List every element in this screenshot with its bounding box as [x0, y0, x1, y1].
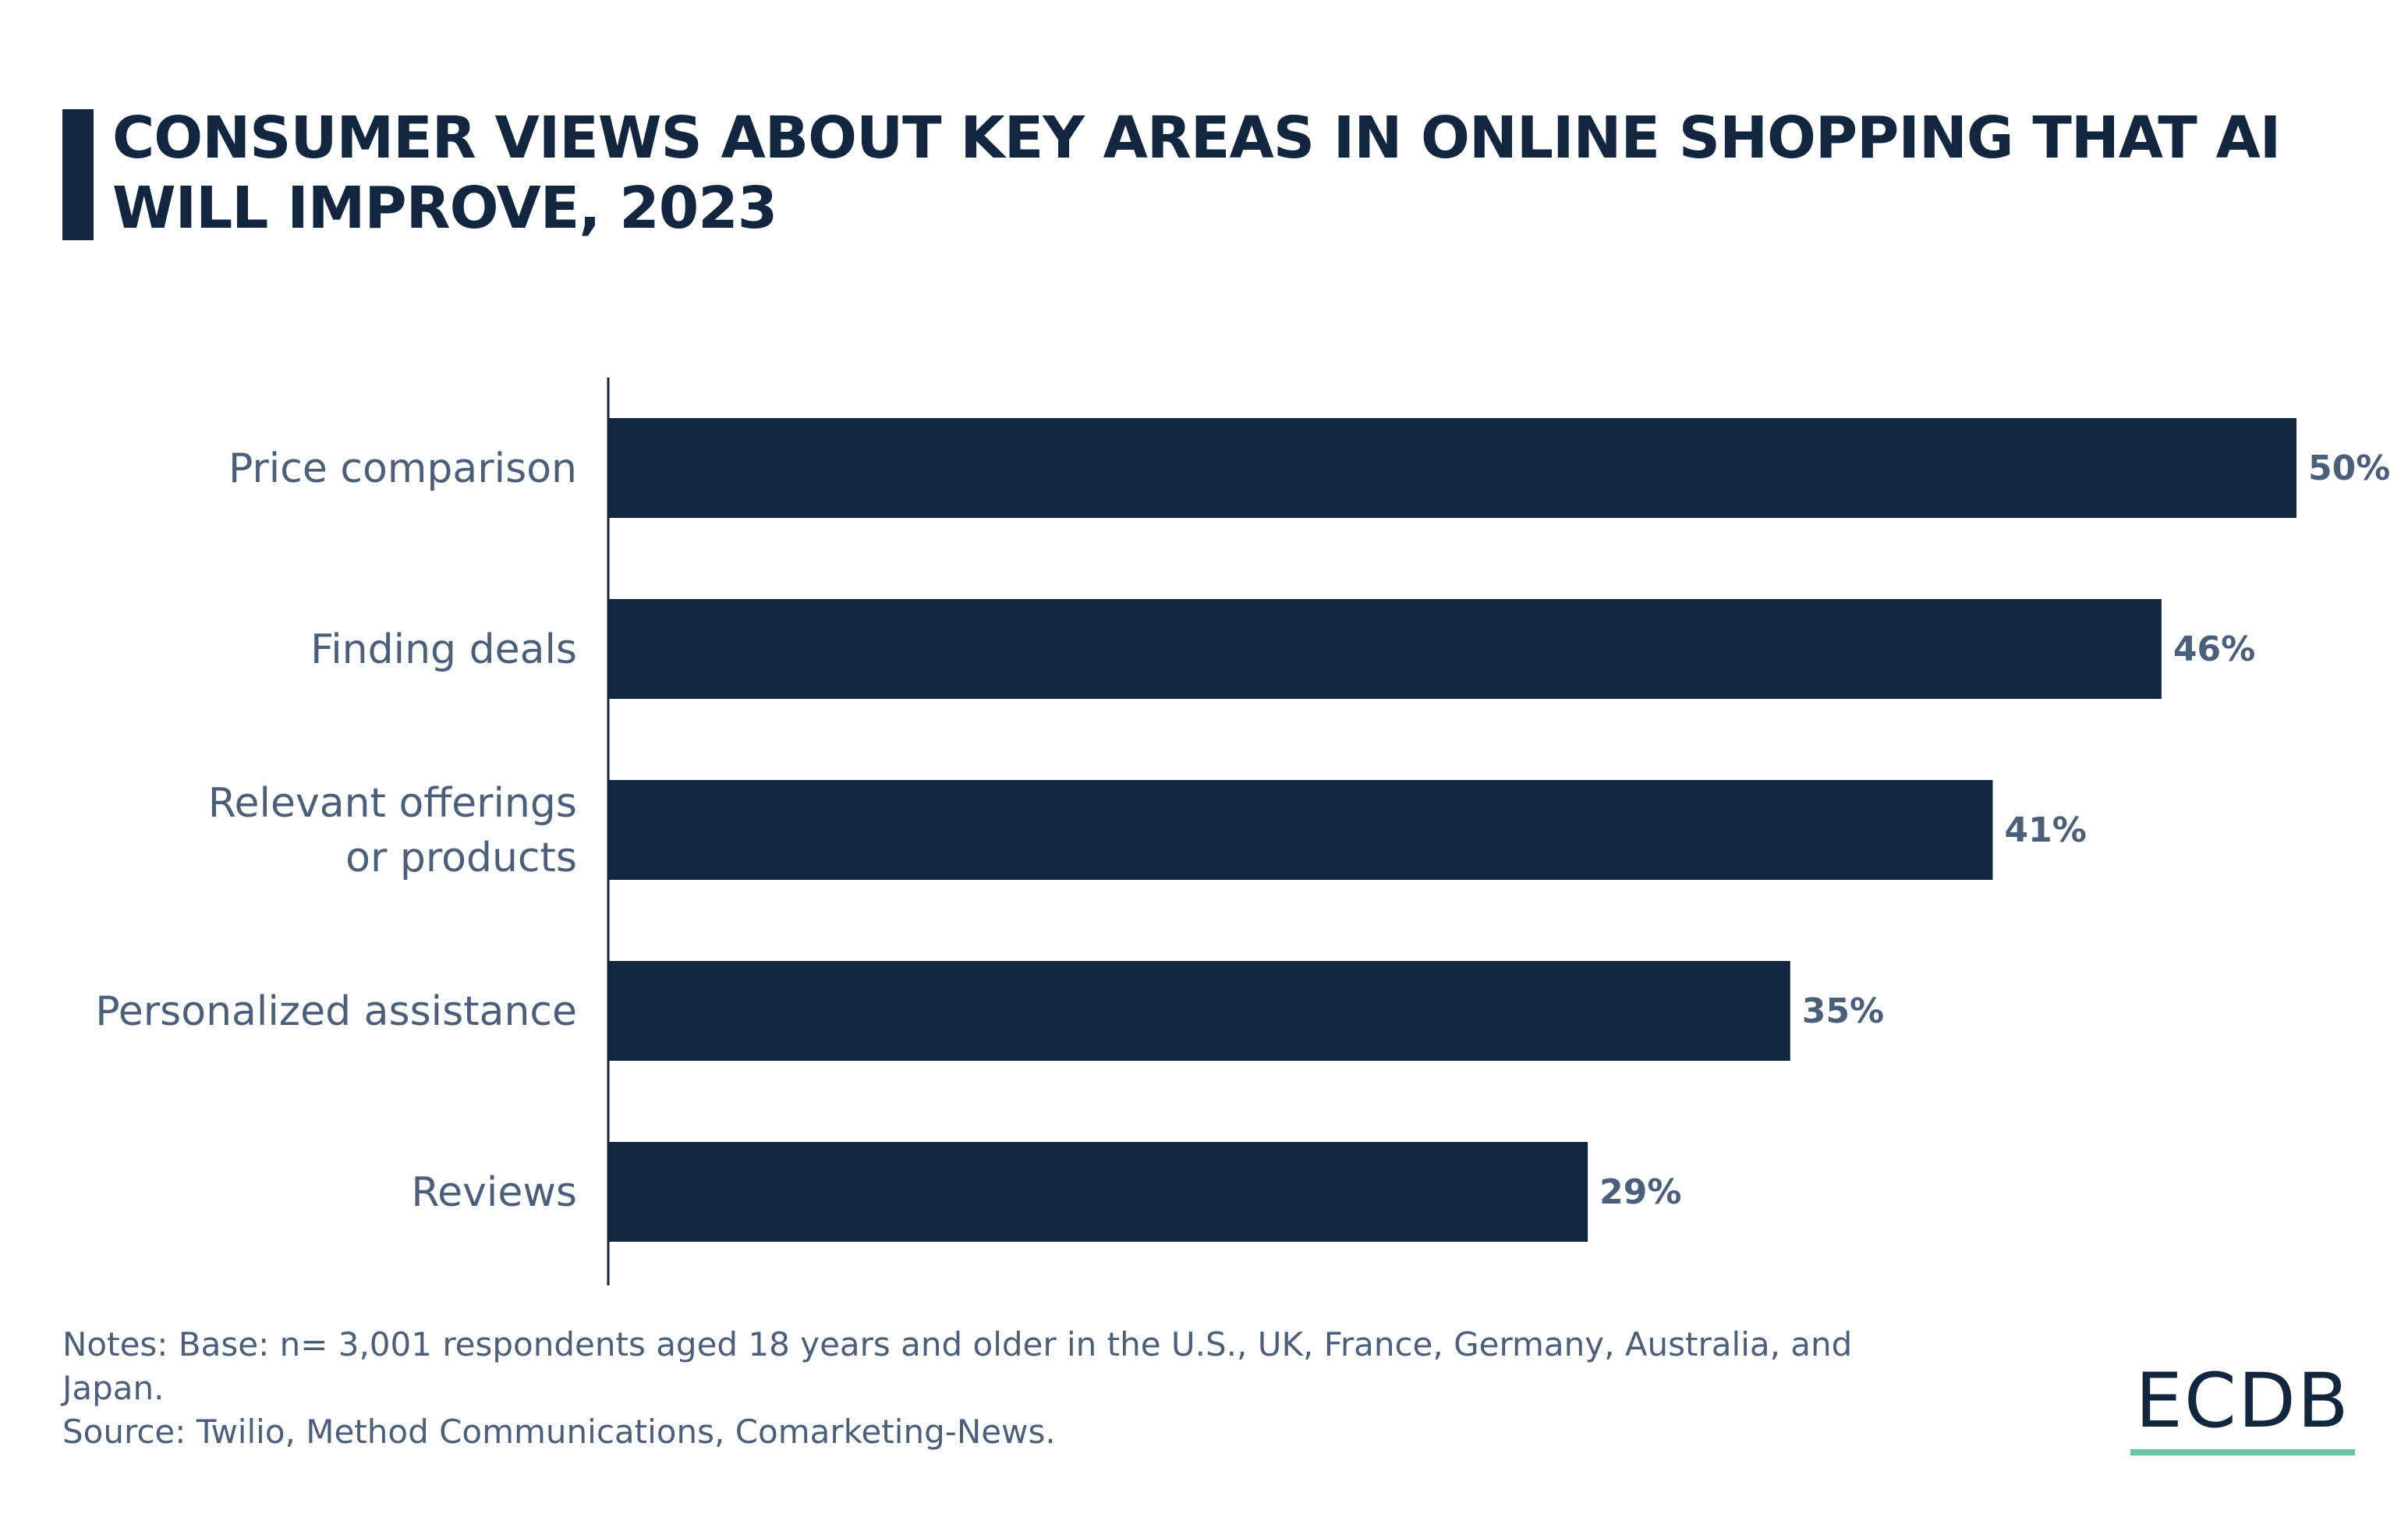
category-label-line: Price comparison	[228, 445, 577, 492]
bar	[609, 599, 2162, 699]
chart-notes: Notes: Base: n= 3,001 respondents aged 1…	[62, 1323, 1934, 1454]
logo-underline	[2130, 1449, 2355, 1455]
category-label: Reviews	[411, 1169, 577, 1216]
category-label-line: Reviews	[411, 1169, 577, 1216]
title-accent-bar	[62, 109, 94, 240]
notes-text: Notes: Base: n= 3,001 respondents aged 1…	[62, 1325, 1853, 1407]
category-label: Relevant offerings or products	[208, 780, 577, 881]
ecdb-logo: ECDB	[2135, 1357, 2350, 1445]
value-label: 35%	[1802, 991, 1884, 1031]
category-label-line: Personalized assistance	[95, 988, 577, 1035]
category-label-line: or products	[345, 835, 577, 881]
bar	[609, 1142, 1588, 1242]
value-label: 41%	[2004, 810, 2086, 850]
category-label-line: Finding deals	[310, 626, 577, 673]
category-label: Price comparison	[228, 445, 577, 492]
category-label: Personalized assistance	[95, 988, 577, 1035]
value-label: 50%	[2308, 448, 2390, 488]
bar	[609, 961, 1790, 1061]
bar	[609, 780, 1993, 880]
category-label-line: Relevant offerings	[208, 780, 577, 827]
value-label: 46%	[2173, 629, 2255, 669]
chart-title: CONSUMER VIEWS ABOUT KEY AREAS IN ONLINE…	[112, 105, 2281, 242]
category-label: Finding deals	[310, 626, 577, 673]
bar	[609, 418, 2296, 518]
source-text: Source: Twilio, Method Communications, C…	[62, 1413, 1056, 1451]
value-label: 29%	[1599, 1172, 1681, 1212]
